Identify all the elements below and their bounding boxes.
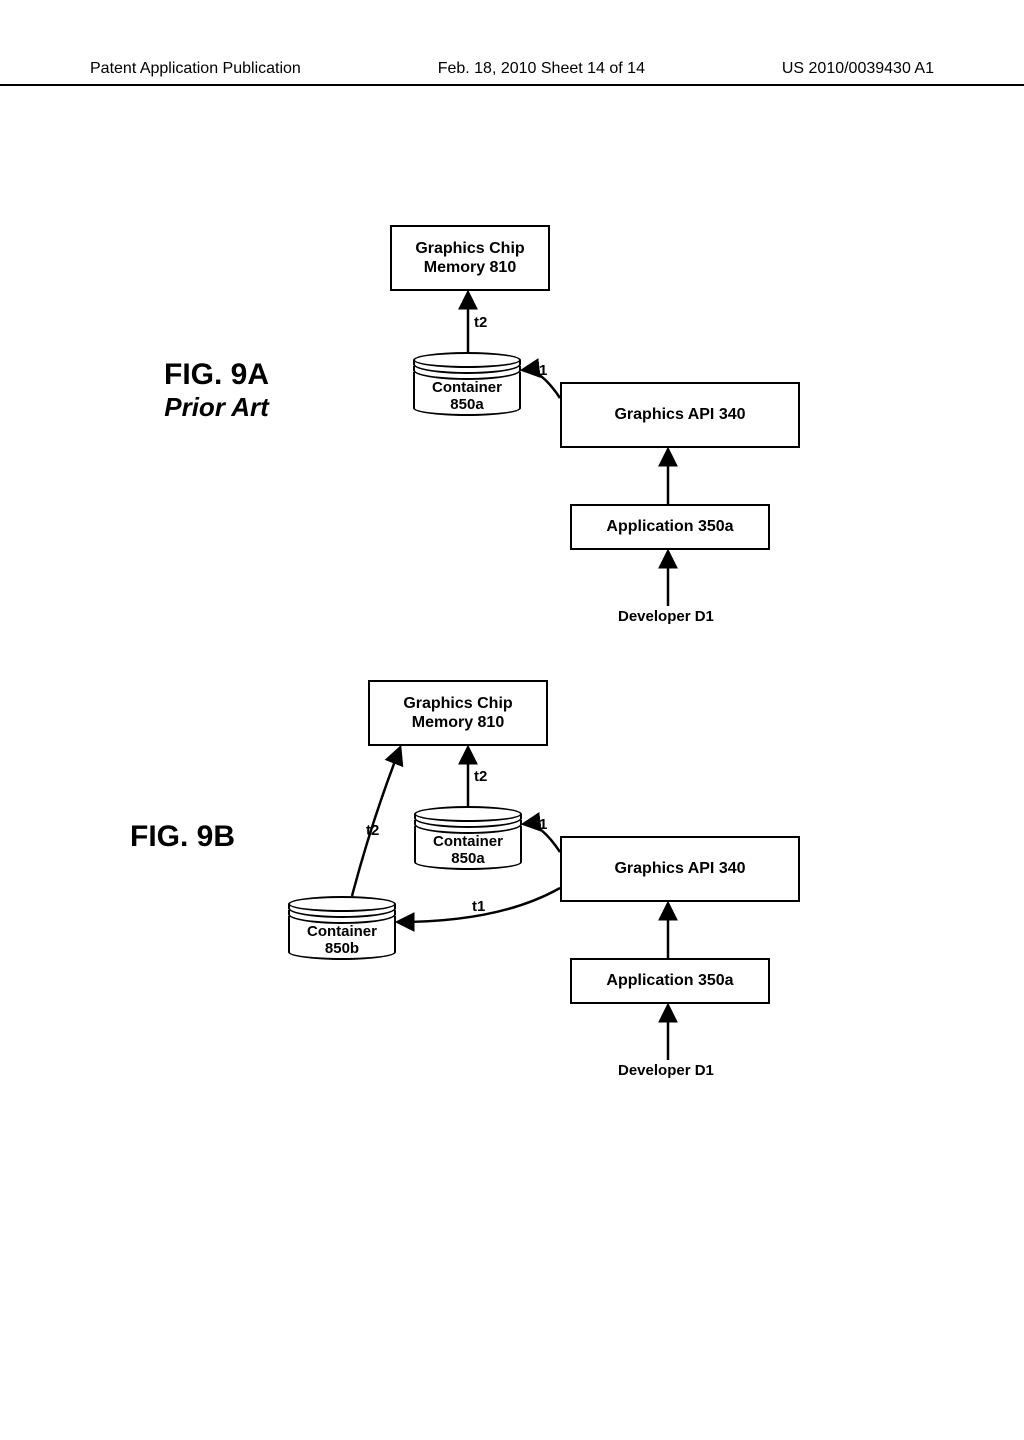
fig-9b-api-box: Graphics API 340 — [560, 836, 800, 902]
fig-9a-api-box: Graphics API 340 — [560, 382, 800, 448]
fig-9b-container-a: Container 850a — [414, 806, 522, 870]
fig-9b-memory-text: Graphics Chip Memory 810 — [403, 694, 512, 732]
fig-9b-dev-label: Developer D1 — [618, 1062, 714, 1079]
fig-9a-memory-box: Graphics Chip Memory 810 — [390, 225, 550, 291]
fig-9a-t1-label: t1 — [534, 362, 547, 379]
fig-9a-subtitle: Prior Art — [164, 392, 269, 423]
fig-9a-dev-label: Developer D1 — [618, 608, 714, 625]
header-right: US 2010/0039430 A1 — [782, 60, 934, 78]
fig-9b-t1b-label: t1 — [472, 898, 485, 915]
header-rule: Patent Application Publication Feb. 18, … — [0, 84, 1024, 86]
fig-9b-app-text: Application 350a — [606, 971, 733, 990]
fig-9b-t2a-label: t2 — [474, 768, 487, 785]
fig-9b-title: FIG. 9B — [130, 820, 235, 854]
fig-9a-title: FIG. 9A — [164, 358, 269, 392]
header-left: Patent Application Publication — [90, 60, 301, 78]
sheet-area: FIG. 9A Prior Art Graphics Chip Memory 8… — [0, 120, 1024, 1300]
fig-9b-memory-box: Graphics Chip Memory 810 — [368, 680, 548, 746]
header-center: Feb. 18, 2010 Sheet 14 of 14 — [438, 60, 645, 78]
fig-9b-t1a-label: t1 — [534, 816, 547, 833]
fig-9a-t2-label: t2 — [474, 314, 487, 331]
fig-9b-container-b-text: Container 850b — [307, 923, 377, 958]
fig-9a-container-a-text: Container 850a — [432, 379, 502, 414]
fig-9b-api-text: Graphics API 340 — [614, 859, 745, 878]
cylinder-top — [414, 806, 522, 822]
fig-9b-t2b-label: t2 — [366, 822, 379, 839]
fig-9b-label: FIG. 9B — [130, 820, 235, 854]
header-line: Patent Application Publication Feb. 18, … — [0, 60, 1024, 78]
cylinder-top — [413, 352, 521, 368]
fig-9a-label: FIG. 9A Prior Art — [164, 358, 269, 423]
fig-9a-memory-text: Graphics Chip Memory 810 — [415, 239, 524, 277]
fig-9b-container-b: Container 850b — [288, 896, 396, 960]
fig-9a-app-box: Application 350a — [570, 504, 770, 550]
fig-9b-app-box: Application 350a — [570, 958, 770, 1004]
cylinder-top — [288, 896, 396, 912]
fig-9a-api-text: Graphics API 340 — [614, 405, 745, 424]
connectors-svg — [0, 120, 1024, 1440]
fig-9a-container-a: Container 850a — [413, 352, 521, 416]
fig-9a-app-text: Application 350a — [606, 517, 733, 536]
fig-9b-container-a-text: Container 850a — [433, 833, 503, 868]
